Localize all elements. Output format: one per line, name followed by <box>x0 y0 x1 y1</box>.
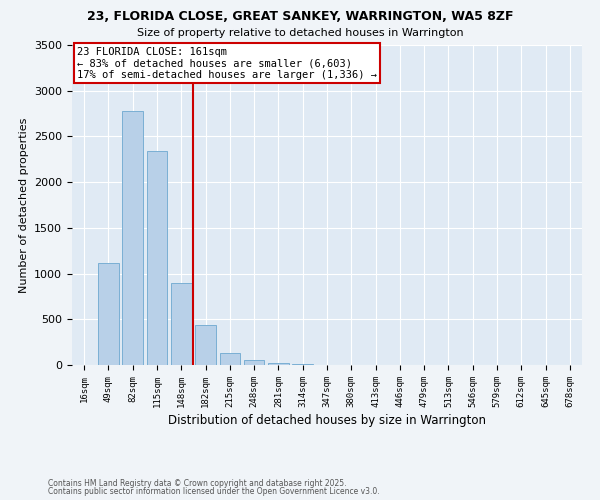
Text: Size of property relative to detached houses in Warrington: Size of property relative to detached ho… <box>137 28 463 38</box>
Bar <box>292 364 313 365</box>
Bar <box>171 282 191 365</box>
Bar <box>195 325 216 365</box>
Bar <box>146 151 167 365</box>
Y-axis label: Number of detached properties: Number of detached properties <box>19 118 29 292</box>
Bar <box>122 111 143 365</box>
Bar <box>98 262 119 365</box>
Bar <box>220 353 240 365</box>
Text: 23 FLORIDA CLOSE: 161sqm
← 83% of detached houses are smaller (6,603)
17% of sem: 23 FLORIDA CLOSE: 161sqm ← 83% of detach… <box>77 46 377 80</box>
Bar <box>268 363 289 365</box>
X-axis label: Distribution of detached houses by size in Warrington: Distribution of detached houses by size … <box>168 414 486 427</box>
Text: 23, FLORIDA CLOSE, GREAT SANKEY, WARRINGTON, WA5 8ZF: 23, FLORIDA CLOSE, GREAT SANKEY, WARRING… <box>87 10 513 23</box>
Bar <box>244 360 265 365</box>
Text: Contains public sector information licensed under the Open Government Licence v3: Contains public sector information licen… <box>48 487 380 496</box>
Text: Contains HM Land Registry data © Crown copyright and database right 2025.: Contains HM Land Registry data © Crown c… <box>48 478 347 488</box>
